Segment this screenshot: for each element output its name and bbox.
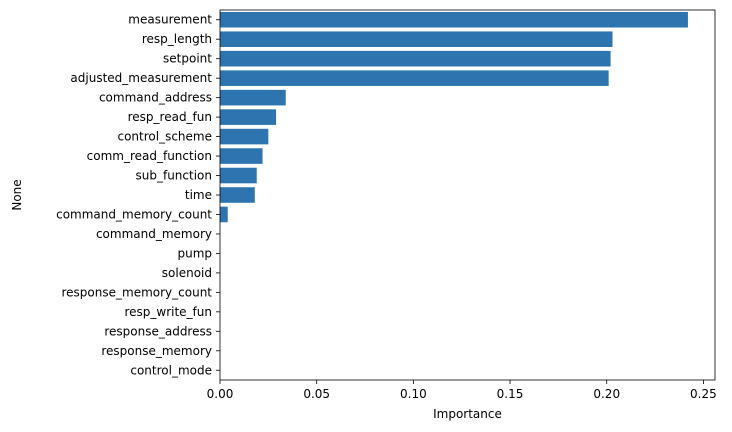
- y-tick-label: resp_length: [142, 32, 212, 46]
- bar-time: [220, 187, 255, 203]
- x-tick-label: 0.20: [593, 387, 620, 401]
- y-tick-label: command_memory_count: [56, 207, 212, 221]
- bar-resp_read_fun: [220, 109, 277, 125]
- bar-resp_length: [220, 31, 613, 47]
- y-tick-label: response_memory_count: [62, 285, 213, 299]
- y-tick-label: resp_read_fun: [128, 110, 212, 124]
- y-tick-label: command_memory: [96, 227, 212, 241]
- y-tick-label: pump: [177, 246, 212, 260]
- bar-measurement: [220, 11, 688, 28]
- x-axis-label: Importance: [433, 407, 502, 421]
- bar-command_memory_count: [220, 206, 228, 223]
- x-tick-label: 0.25: [690, 387, 717, 401]
- x-tick-label: 0.10: [400, 387, 427, 401]
- bar-comm_read_function: [220, 148, 263, 164]
- y-tick-label: resp_write_fun: [124, 305, 212, 319]
- x-ticks-group: 0.00 0.05 0.10 0.15 0.20 0.25: [207, 380, 717, 401]
- y-tick-label: control_scheme: [117, 130, 212, 144]
- y-tick-label: adjusted_measurement: [70, 71, 212, 85]
- bar-sub_function: [220, 167, 257, 184]
- y-tick-label: solenoid: [162, 266, 212, 280]
- y-tick-label: control_mode: [130, 363, 212, 377]
- y-ticks-group: measurement resp_length setpoint adjusted_m…: [56, 13, 220, 377]
- bar-control_scheme: [220, 128, 269, 145]
- x-tick-label: 0.05: [303, 387, 330, 401]
- y-tick-label: setpoint: [163, 52, 212, 66]
- bar-adjusted_measurement: [220, 70, 609, 86]
- y-tick-label: sub_function: [136, 169, 213, 183]
- y-tick-label: measurement: [128, 13, 212, 27]
- y-tick-label: response_memory: [101, 344, 212, 358]
- bars-group: [220, 11, 688, 223]
- x-tick-label: 0.00: [207, 387, 234, 401]
- y-tick-label: comm_read_function: [87, 149, 212, 163]
- y-axis-label: None: [10, 179, 24, 210]
- bar-command_address: [220, 89, 286, 106]
- bar-setpoint: [220, 50, 611, 67]
- y-tick-label: time: [185, 188, 212, 202]
- plot-frame: [219, 9, 716, 381]
- y-tick-label: response_address: [104, 324, 212, 338]
- x-tick-label: 0.15: [497, 387, 524, 401]
- y-tick-label: command_address: [99, 91, 212, 105]
